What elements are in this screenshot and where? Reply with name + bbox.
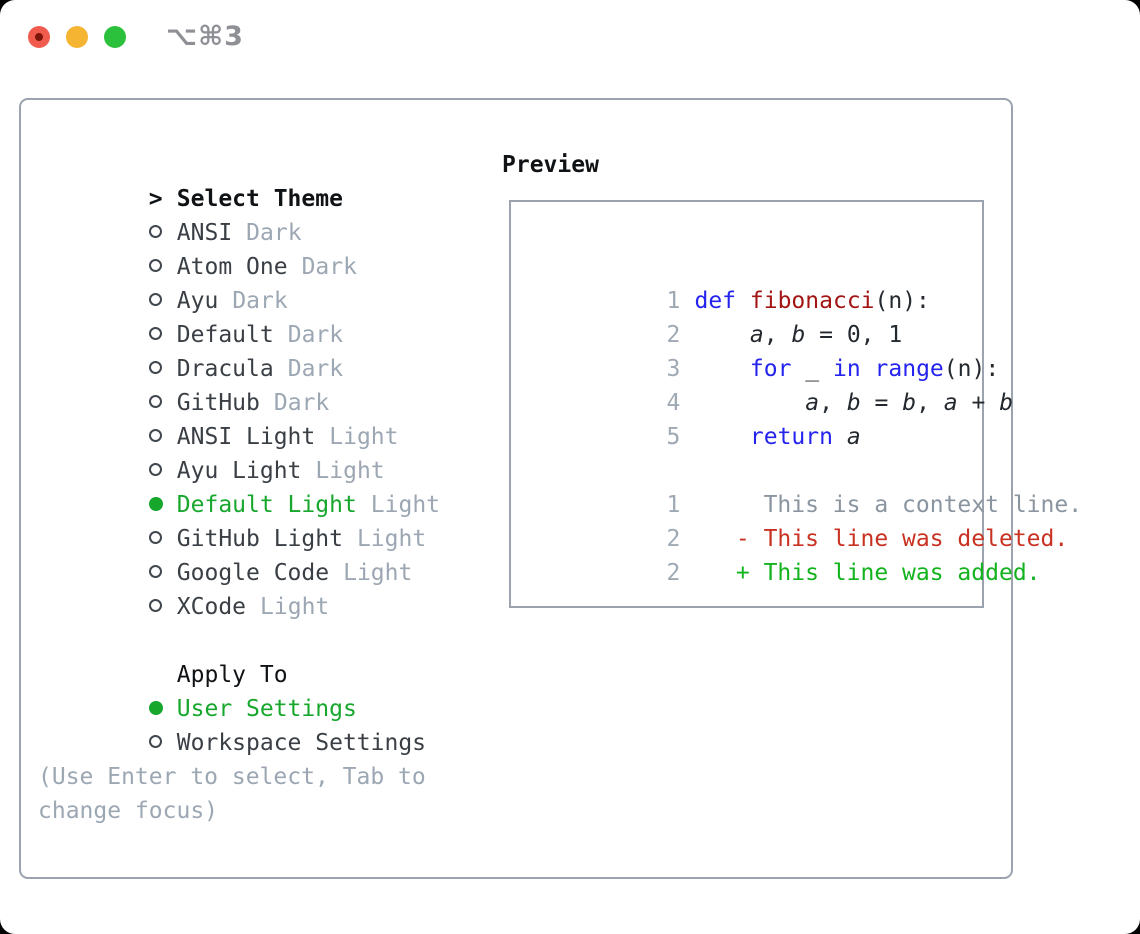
radio-icon <box>148 565 162 578</box>
radio-icon <box>148 531 162 544</box>
radio-icon <box>148 735 162 748</box>
radio-icon <box>148 327 162 340</box>
theme-option-ayu-light[interactable]: Ayu Light Light <box>38 420 440 484</box>
preview-box: 1 def fibonacci(n): 2 a, b = 0, 1 3 for _… <box>509 200 1082 608</box>
radio-icon <box>148 429 162 442</box>
theme-option-atom-one-dark[interactable]: Atom One Dark <box>38 216 440 280</box>
variant-label: Dark <box>287 356 344 382</box>
theme-option-ansi-dark[interactable]: ANSI Dark <box>38 182 440 246</box>
preview-content: 1 def fibonacci(n): 2 a, b = 0, 1 3 for _… <box>528 250 1082 586</box>
select-theme-header-row: > Select Theme <box>38 148 440 212</box>
line-number: 4 <box>666 390 681 416</box>
close-button[interactable] <box>28 26 50 48</box>
variant-label: Dark <box>232 288 288 314</box>
code-line: 3 for _ in range(n): <box>528 318 1082 382</box>
apply-option-user-settings[interactable]: User Settings <box>38 658 440 722</box>
zoom-button[interactable] <box>104 26 126 48</box>
radio-icon <box>148 599 162 612</box>
theme-option-github-dark[interactable]: GitHub Dark <box>38 352 440 416</box>
theme-list: > Select Theme ANSI Dark Atom One Dark Ayu D… <box>38 148 440 828</box>
code-line: 1 def fibonacci(n): <box>528 250 1082 314</box>
diff-added-line: 2 + This line was added. <box>528 522 1082 586</box>
section-title-preview: Preview <box>502 152 599 178</box>
line-number: 5 <box>666 424 681 450</box>
apply-to-header-row: Apply To <box>38 624 440 688</box>
code-line: 5 return a <box>528 386 1082 450</box>
section-title-apply-to: Apply To <box>176 662 288 688</box>
variant-label: Light <box>260 594 330 620</box>
diff-context-line: 1 This is a context line. <box>528 454 1082 518</box>
variant-label: Light <box>370 492 441 518</box>
window-title: ⌥⌘3 <box>166 21 244 52</box>
radio-icon <box>148 225 162 238</box>
radio-icon <box>148 293 162 306</box>
line-number: 1 <box>666 492 681 518</box>
radio-selected-icon <box>148 496 163 511</box>
theme-option-dracula-dark[interactable]: Dracula Dark <box>38 318 440 382</box>
minimize-button[interactable] <box>66 26 88 48</box>
radio-icon <box>148 259 162 272</box>
hint-line-2: change focus) <box>38 798 219 824</box>
titlebar: ⌥⌘3 <box>0 0 1140 75</box>
line-number: 2 <box>666 526 681 552</box>
variant-label: Dark <box>273 390 330 416</box>
theme-option-default-dark[interactable]: Default Dark <box>38 284 440 348</box>
line-number: 3 <box>666 356 681 382</box>
apply-option-workspace-settings[interactable]: Workspace Settings <box>38 692 440 756</box>
theme-option-github-light[interactable]: GitHub Light Light <box>38 488 440 552</box>
variant-label: Light <box>343 560 413 586</box>
line-number: 2 <box>666 322 681 348</box>
radio-icon <box>148 361 162 374</box>
radio-selected-icon <box>148 700 163 715</box>
code-line: 2 a, b = 0, 1 <box>528 284 1082 348</box>
cursor-indicator: > <box>148 186 163 212</box>
variant-label: Dark <box>301 254 357 280</box>
variant-label: Dark <box>246 220 302 246</box>
theme-option-google-code-light[interactable]: Google Code Light <box>38 522 440 586</box>
theme-option-default-light[interactable]: Default Light Light <box>38 454 440 518</box>
variant-label: Dark <box>287 322 344 348</box>
traffic-lights <box>28 26 126 48</box>
variant-label: Light <box>356 526 427 552</box>
theme-option-ansi-light[interactable]: ANSI Light Light <box>38 386 440 450</box>
variant-label: Light <box>315 458 385 484</box>
radio-icon <box>148 395 162 408</box>
theme-option-xcode-light[interactable]: XCode Light <box>38 556 440 620</box>
code-line: 4 a, b = b, a + b <box>528 352 1082 416</box>
diff-deleted-line: 2 - This line was deleted. <box>528 488 1082 552</box>
close-dot-icon <box>35 33 43 41</box>
theme-selector-panel: > Select Theme ANSI Dark Atom One Dark Ayu D… <box>19 98 1082 879</box>
line-number: 1 <box>666 288 681 314</box>
line-number: 2 <box>666 560 681 586</box>
section-title-select-theme: Select Theme <box>176 186 343 212</box>
hint-line-1: (Use Enter to select, Tab to <box>38 764 426 790</box>
variant-label: Light <box>329 424 399 450</box>
radio-icon <box>148 463 162 476</box>
theme-option-ayu-dark[interactable]: Ayu Dark <box>38 250 440 314</box>
